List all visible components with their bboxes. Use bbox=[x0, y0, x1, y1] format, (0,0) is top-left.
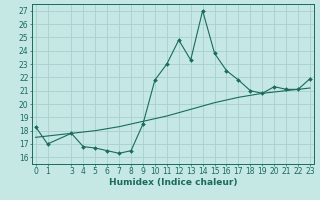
X-axis label: Humidex (Indice chaleur): Humidex (Indice chaleur) bbox=[108, 178, 237, 187]
